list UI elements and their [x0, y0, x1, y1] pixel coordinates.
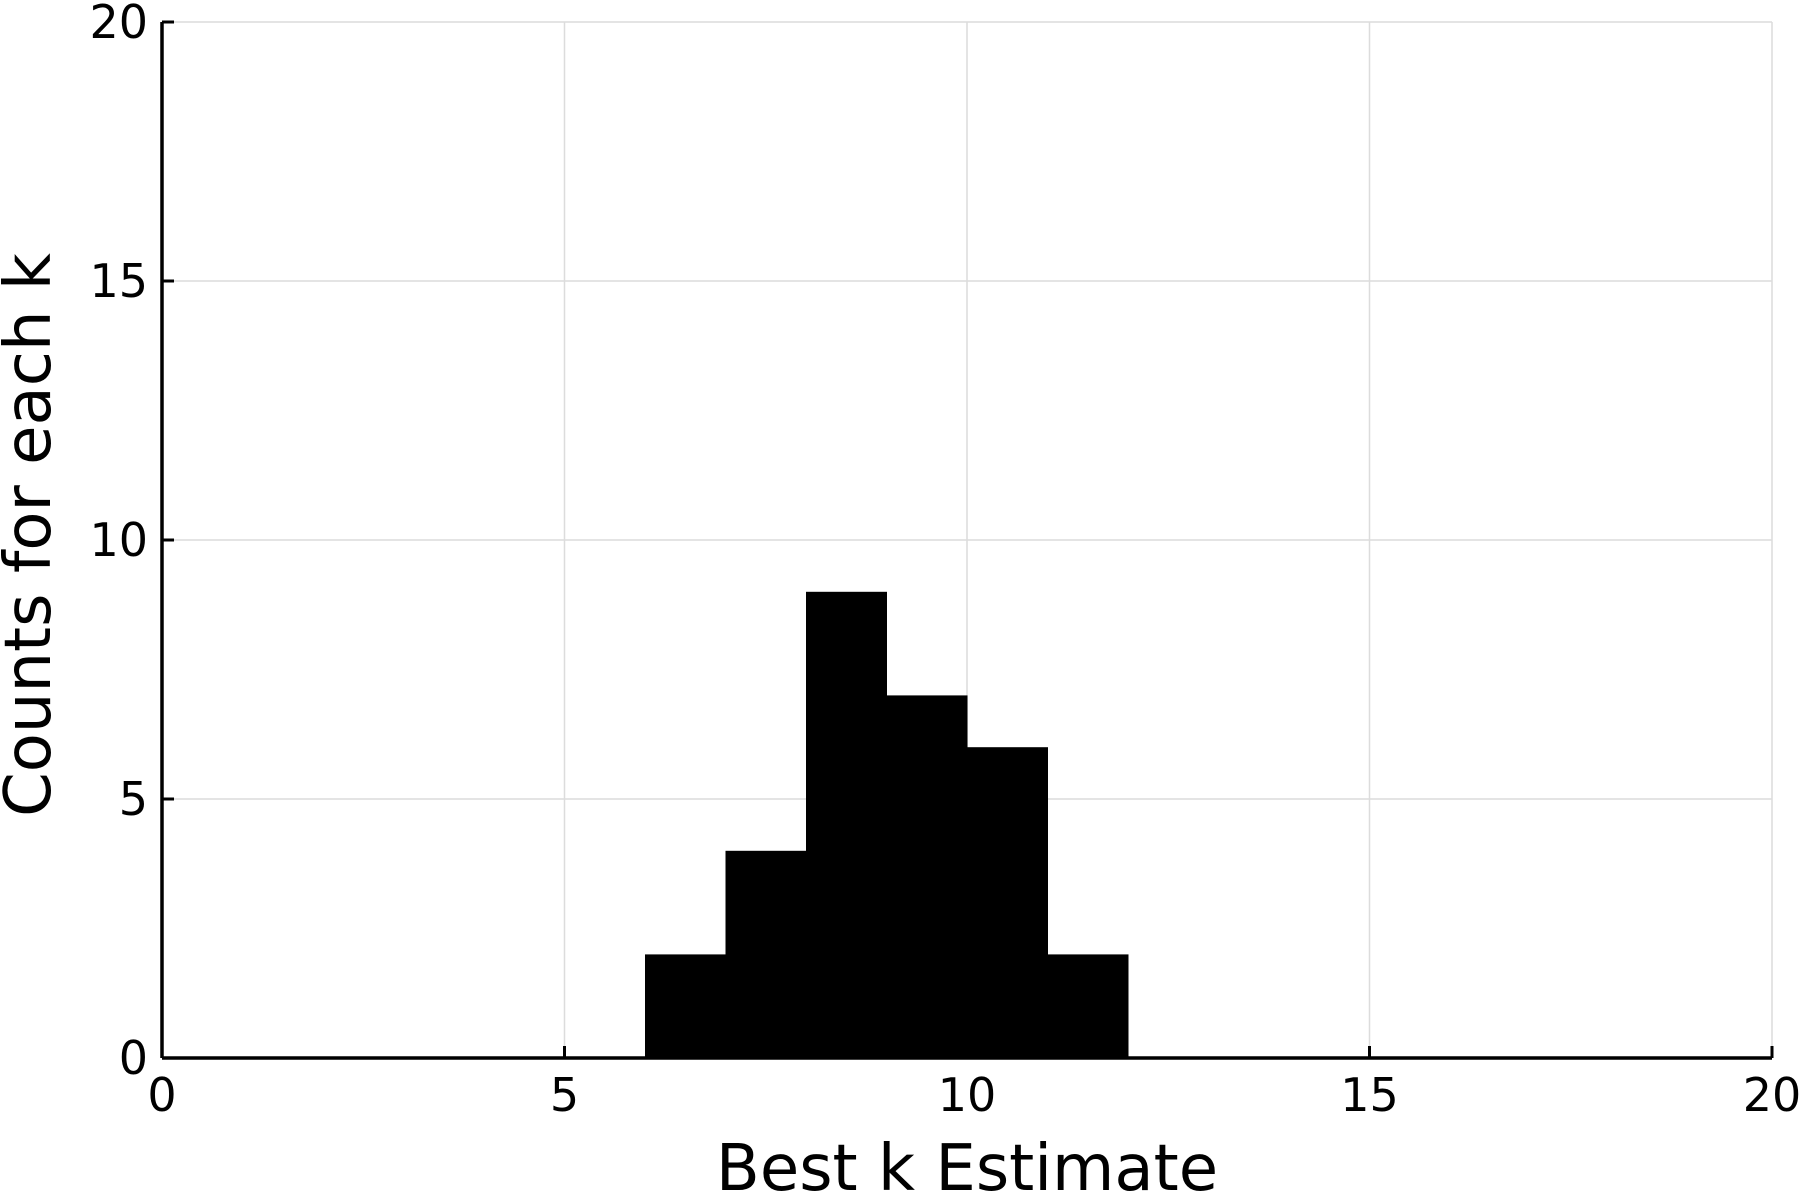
x-tick-label: 10 [938, 1068, 997, 1122]
y-tick-label: 15 [89, 254, 148, 308]
x-axis-ticks: 0 5 10 15 20 [147, 1046, 1800, 1122]
x-tick-label: 20 [1743, 1068, 1800, 1122]
histogram-bars [645, 591, 1129, 1058]
x-axis-title: Best k Estimate [716, 1132, 1218, 1200]
y-axis-ticks: 0 5 10 15 20 [89, 0, 174, 1085]
y-tick-label: 10 [89, 513, 148, 567]
histogram-bar [1047, 954, 1129, 1058]
x-tick-label: 0 [147, 1068, 176, 1122]
histogram-bar [806, 591, 887, 1058]
y-tick-label: 0 [119, 1031, 148, 1085]
y-tick-label: 5 [119, 772, 148, 826]
y-tick-label: 20 [89, 0, 148, 49]
histogram-bar [645, 954, 726, 1058]
y-axis-title: Counts for each k [0, 253, 66, 817]
histogram-bar [967, 747, 1048, 1058]
x-tick-label: 5 [550, 1068, 579, 1122]
histogram-bar [886, 695, 968, 1058]
histogram-bar [725, 850, 807, 1058]
x-tick-label: 15 [1340, 1068, 1399, 1122]
